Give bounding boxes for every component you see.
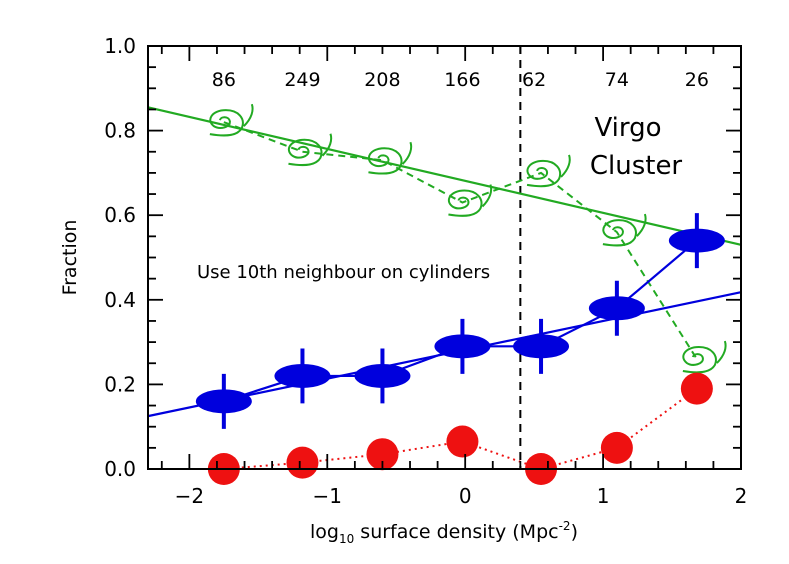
blue-point xyxy=(195,389,252,414)
x-tick-label: 1 xyxy=(597,484,610,508)
x-axis-title-superscript: -2 xyxy=(559,519,571,533)
y-tick-label: 1.0 xyxy=(104,34,136,58)
count-label: 166 xyxy=(444,69,480,91)
region-label-line1: Virgo xyxy=(594,113,661,143)
spiral-point xyxy=(447,184,493,217)
x-axis-title-subscript: 10 xyxy=(339,532,354,546)
x-axis-title-main: log xyxy=(310,521,339,543)
spiral-mark xyxy=(682,340,727,374)
x-axis-title-rest: surface density (Mpc xyxy=(354,521,558,543)
count-label: 86 xyxy=(212,69,236,91)
blue-point xyxy=(274,363,331,388)
y-tick-label: 0.4 xyxy=(104,288,136,312)
spiral-point xyxy=(682,340,727,374)
spiral-point xyxy=(287,133,333,167)
count-label: 74 xyxy=(605,69,629,91)
blue-point xyxy=(588,296,645,321)
spiral-point xyxy=(526,154,571,188)
count-label: 62 xyxy=(522,69,546,91)
method-note: Use 10th neighbour on cylinders xyxy=(197,262,490,283)
axis-layer xyxy=(147,45,742,470)
red-point xyxy=(680,372,713,405)
spiral-mark xyxy=(602,213,647,247)
count-label: 26 xyxy=(685,69,709,91)
red-point xyxy=(446,425,479,458)
red-point xyxy=(600,431,633,464)
region-label-line2: Cluster xyxy=(590,151,683,181)
x-tick-label: −1 xyxy=(313,484,342,508)
x-tick-label: 2 xyxy=(735,484,748,508)
spiral-mark xyxy=(526,154,571,188)
blue-point xyxy=(668,228,725,253)
y-axis-title: Fraction xyxy=(59,220,81,296)
spiral-mark xyxy=(209,103,254,137)
blue-point xyxy=(434,334,491,359)
y-tick-label: 0.2 xyxy=(104,372,136,396)
spiral-point xyxy=(602,213,647,247)
x-axis-title: log10 surface density (Mpc-2) xyxy=(310,519,578,546)
count-label: 249 xyxy=(284,69,320,91)
spiral-mark xyxy=(367,141,413,175)
label-layer: −2 −1 0 1 2 0.0 0.2 0.4 0.6 0.8 1.0 86 249 208 166 62 74… xyxy=(59,34,747,546)
blue-point xyxy=(513,334,570,359)
red-point xyxy=(366,438,399,471)
series-layer xyxy=(147,46,742,485)
count-label: 208 xyxy=(364,69,400,91)
red-point xyxy=(286,446,319,479)
blue-point xyxy=(354,363,411,388)
y-tick-label: 0.0 xyxy=(104,457,136,481)
x-tick-label: −2 xyxy=(175,484,204,508)
spiral-point xyxy=(367,141,413,175)
spiral-mark xyxy=(287,133,333,167)
x-axis-title-end: ) xyxy=(571,521,578,543)
x-tick-label: 0 xyxy=(459,484,472,508)
spiral-point xyxy=(209,103,254,137)
y-tick-label: 0.8 xyxy=(104,119,136,143)
spiral-mark xyxy=(447,184,493,217)
spiral-connector xyxy=(223,121,698,360)
y-tick-label: 0.6 xyxy=(104,203,136,227)
